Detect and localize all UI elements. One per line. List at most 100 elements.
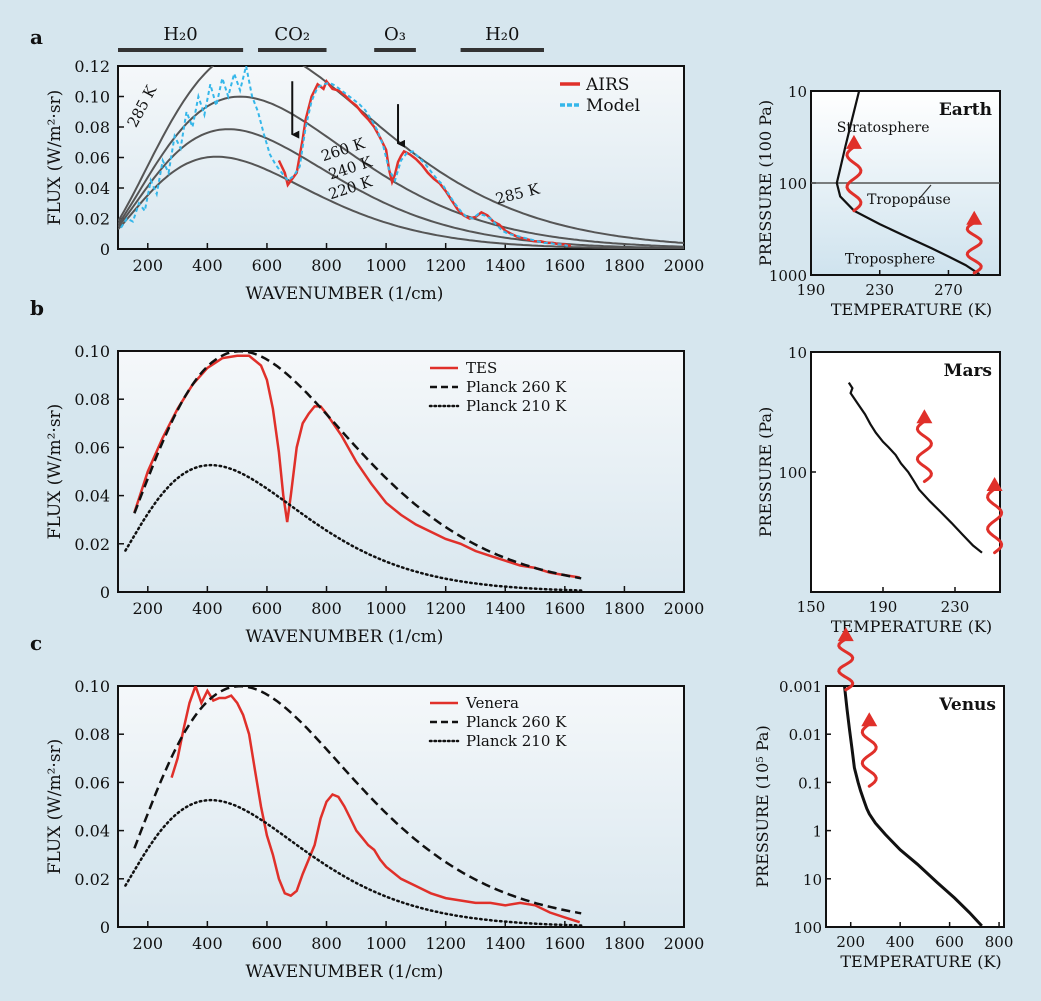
y-tick-label-venus: 0.01 xyxy=(789,726,822,744)
y-axis-label-mars: PRESSURE (Pa) xyxy=(756,407,775,538)
emission-arrow-earth-head xyxy=(845,134,862,149)
series-model xyxy=(120,66,569,247)
x-tick-label-a: 600 xyxy=(252,256,283,275)
x-tick-label-earth: 190 xyxy=(797,281,826,299)
series-planck-260-k xyxy=(133,686,582,915)
emission-arrow-mars-stem xyxy=(915,419,933,484)
emission-arrow-earth-stem xyxy=(845,145,863,213)
emission-arrow-venus-head xyxy=(861,712,878,727)
x-tick-label-c: 600 xyxy=(252,934,283,953)
x-tick-label-b: 400 xyxy=(192,599,223,618)
band-label: CO₂ xyxy=(274,24,310,45)
panel-a: a 200 400 600 800 1000 1200 1400 1600 1800 2000 0 0.… xyxy=(30,24,704,304)
x-tick-label-a: 400 xyxy=(192,256,223,275)
y-tick-label-mars: 100 xyxy=(778,464,807,482)
x-tick-label-c: 200 xyxy=(133,934,164,953)
x-tick-label-c: 2000 xyxy=(664,934,705,953)
y-tick-label-venus: 10 xyxy=(803,871,822,889)
x-tick-label-a: 1200 xyxy=(425,256,466,275)
profile-title-mars: Mars xyxy=(944,361,992,381)
y-tick-label-venus: 1 xyxy=(812,823,822,841)
profile-title-venus: Venus xyxy=(938,695,996,715)
y-tick-label-b: 0.08 xyxy=(74,390,110,409)
x-axis-label-a: WAVENUMBER (1/cm) xyxy=(245,284,443,304)
series-planck-260-k xyxy=(133,351,582,580)
band-label: H₂0 xyxy=(485,24,519,45)
x-axis-label-mars: TEMPERATURE (K) xyxy=(831,617,992,636)
y-tick-label-a: 0.04 xyxy=(74,179,110,198)
y-tick-label-a: 0.10 xyxy=(74,88,110,107)
legend-label: Planck 210 K xyxy=(466,397,567,415)
x-tick-label-b: 200 xyxy=(133,599,164,618)
profile-title-earth: Earth xyxy=(939,100,992,120)
x-axis-label-b: WAVENUMBER (1/cm) xyxy=(245,627,443,647)
x-tick-label-b: 1000 xyxy=(366,599,407,618)
x-axis-label-venus: TEMPERATURE (K) xyxy=(840,952,1001,971)
y-tick-label-b: 0.02 xyxy=(74,535,110,554)
x-tick-label-a: 1800 xyxy=(604,256,645,275)
emission-arrow-earth-head xyxy=(966,210,983,225)
band-label: O₃ xyxy=(384,24,406,45)
x-tick-label-c: 800 xyxy=(311,934,342,953)
panel-mars: Mars 150 190 230 10 100 TEMPERATURE (K) PRESSUR… xyxy=(756,344,1004,636)
x-tick-label-b: 2000 xyxy=(664,599,705,618)
planck-curve-260 xyxy=(118,95,684,248)
y-tick-label-a: 0.08 xyxy=(74,118,110,137)
plot-area-b xyxy=(117,350,685,593)
y-tick-label-venus: 0.001 xyxy=(779,678,822,696)
x-tick-label-c: 1400 xyxy=(485,934,526,953)
emission-arrow-mars-head xyxy=(916,409,933,424)
series-tes xyxy=(133,354,580,579)
x-tick-label-mars: 150 xyxy=(797,598,826,616)
planck-curve-240 xyxy=(118,128,684,249)
legend-label: Planck 210 K xyxy=(466,732,567,750)
x-axis-label-earth: TEMPERATURE (K) xyxy=(831,300,992,319)
panel-label-a: a xyxy=(30,25,43,49)
emission-arrow-venus-stem xyxy=(837,637,855,692)
x-tick-label-c: 400 xyxy=(192,934,223,953)
temperature-profile-mars xyxy=(847,381,983,554)
series-venera xyxy=(170,686,581,924)
y-axis-label-c: FLUX (W/m²·sr) xyxy=(45,739,65,875)
y-tick-label-c: 0 xyxy=(100,918,110,937)
panel-venus: Venus 200 400 600 800 0.001 0.01 0.1 1 10 100 TEMPE… xyxy=(753,627,1013,971)
y-axis-label-b: FLUX (W/m²·sr) xyxy=(45,404,65,540)
y-tick-label-earth: 100 xyxy=(778,175,807,193)
legend-label: Venera xyxy=(465,694,519,712)
x-tick-label-a: 1000 xyxy=(366,256,407,275)
y-tick-label-b: 0 xyxy=(100,583,110,602)
emission-arrow-earth-stem xyxy=(965,221,983,275)
x-tick-label-a: 2000 xyxy=(664,256,705,275)
x-tick-label-a: 200 xyxy=(133,256,164,275)
plot-area-venus xyxy=(825,685,1005,928)
x-tick-label-b: 600 xyxy=(252,599,283,618)
y-axis-label-earth: PRESSURE (100 Pa) xyxy=(756,100,775,266)
x-tick-label-earth: 230 xyxy=(865,281,894,299)
panel-label-c: c xyxy=(30,631,42,655)
x-tick-label-b: 1200 xyxy=(425,599,466,618)
series-planck-210-k xyxy=(124,798,583,927)
annotation-stratosphere: Stratosphere xyxy=(837,120,930,136)
y-tick-label-a: 0.02 xyxy=(74,210,110,229)
series-planck-210-k xyxy=(124,463,583,592)
x-tick-label-venus: 600 xyxy=(935,933,964,951)
emission-arrow-venus-stem xyxy=(860,722,878,788)
series-airs xyxy=(277,78,572,248)
x-tick-label-venus: 200 xyxy=(836,933,865,951)
y-tick-label-c: 0.04 xyxy=(74,822,110,841)
tropopause-pointer xyxy=(918,184,932,200)
y-tick-label-earth: 10 xyxy=(788,83,807,101)
x-tick-label-b: 1600 xyxy=(544,599,585,618)
y-tick-label-venus: 0.1 xyxy=(798,774,822,792)
panel-c: c 200 400 600 800 1000 1200 1400 1600 1800 2000 0 0.… xyxy=(30,631,704,982)
emission-arrow-mars-stem xyxy=(986,487,1004,555)
y-tick-label-a: 0.12 xyxy=(74,57,110,76)
band-label: H₂0 xyxy=(163,24,197,45)
y-tick-label-b: 0.06 xyxy=(74,438,110,457)
y-tick-label-venus: 100 xyxy=(793,919,822,937)
planck-curve-220 xyxy=(118,155,684,249)
x-tick-label-c: 1000 xyxy=(366,934,407,953)
x-tick-label-earth: 270 xyxy=(934,281,963,299)
annotation-tropopause: Tropopause xyxy=(867,192,951,208)
